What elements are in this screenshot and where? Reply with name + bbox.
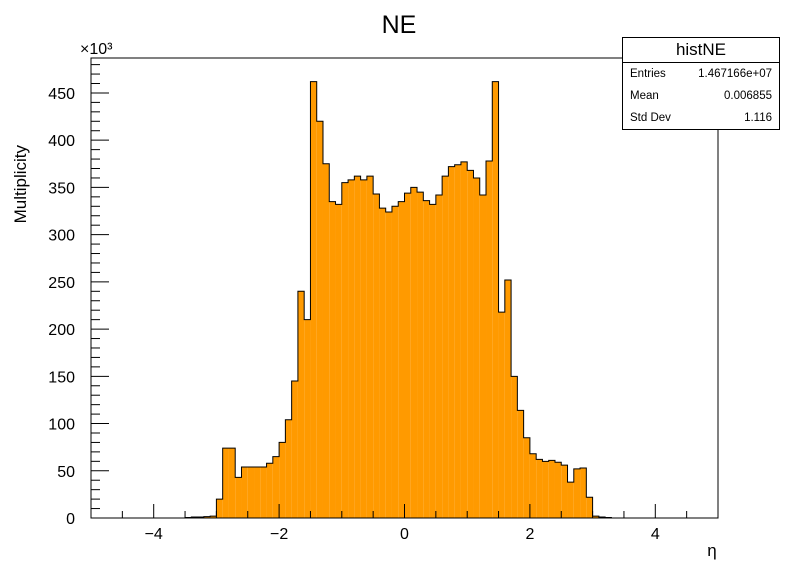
y-tick-label: 250: [48, 275, 75, 292]
histogram-bar: [348, 179, 355, 518]
x-tick-label: 4: [651, 526, 660, 543]
stats-box: histNE Entries 1.467166e+07 Mean 0.00685…: [622, 37, 780, 130]
histogram-outline: [184, 81, 612, 519]
histogram-bar: [586, 497, 593, 518]
stats-value: 0.006855: [724, 90, 772, 102]
histogram-bar: [429, 204, 436, 519]
histogram-bar: [216, 499, 223, 518]
histogram-bar: [417, 192, 424, 518]
stats-title: histNE: [623, 38, 779, 63]
histogram-bar: [435, 194, 443, 518]
histogram-bar: [498, 312, 505, 518]
histogram-bar: [297, 291, 305, 518]
histogram-bar: [241, 466, 248, 518]
histogram-bar: [260, 466, 267, 518]
histogram-bar: [542, 461, 549, 518]
x-tick-label: 2: [525, 526, 534, 543]
histogram-bar: [310, 81, 317, 519]
histogram-bar: [479, 194, 487, 518]
histogram-bar: [398, 201, 405, 519]
y-tick-label: 400: [48, 133, 75, 150]
y-tick-label: 150: [48, 369, 75, 386]
histogram-bar: [222, 448, 229, 518]
histogram-bar: [341, 182, 349, 518]
y-tick-label: 0: [66, 511, 75, 528]
stats-value: 1.116: [744, 112, 772, 124]
x-tick-label: 0: [400, 526, 409, 543]
histogram-bar: [354, 176, 361, 518]
histogram-bar: [272, 456, 280, 518]
histogram-bar: [373, 194, 380, 519]
x-tick-label: −4: [145, 526, 163, 543]
histogram-bar: [567, 482, 574, 518]
stats-label: Entries: [630, 68, 666, 80]
stats-label: Std Dev: [630, 112, 671, 124]
histogram-bar: [580, 467, 587, 518]
histogram-bar: [504, 279, 512, 518]
histogram-bar: [335, 204, 342, 519]
chart-title: NE: [382, 11, 417, 39]
histogram-bar: [460, 161, 468, 519]
histogram-bar: [473, 177, 480, 519]
stats-row-entries: Entries 1.467166e+07: [623, 63, 779, 85]
histogram-bars: [184, 81, 612, 519]
histogram-bar: [391, 206, 399, 518]
y-multiplier-label: ×10³: [80, 41, 113, 58]
y-tick-label: 50: [57, 464, 75, 481]
histogram-bar: [210, 516, 217, 518]
histogram-bar: [536, 459, 543, 518]
stats-value: 1.467166e+07: [698, 68, 772, 80]
y-tick-label: 300: [48, 228, 75, 245]
stats-row-stddev: Std Dev 1.116: [623, 107, 779, 129]
histogram-bar: [304, 319, 311, 518]
histogram-bar: [247, 466, 255, 518]
histogram-bar: [203, 516, 211, 518]
histogram-bar: [548, 460, 555, 518]
histogram-bar: [448, 166, 455, 518]
histogram-bar: [561, 465, 568, 518]
histogram-bar: [266, 463, 273, 518]
histogram-bar: [517, 410, 524, 518]
histogram-bar: [329, 201, 336, 519]
y-tick-label: 200: [48, 322, 75, 339]
histogram-bar: [228, 448, 236, 518]
histogram-bar: [511, 376, 518, 518]
x-axis-label: η: [707, 541, 716, 560]
histogram-bar: [322, 163, 330, 518]
histogram-bar: [454, 164, 461, 518]
histogram-bar: [291, 381, 298, 518]
histogram-bar: [523, 437, 530, 518]
histogram-bar: [573, 468, 581, 518]
histogram-bar: [486, 160, 493, 518]
histogram-bar: [379, 208, 386, 518]
y-tick-label: 100: [48, 417, 75, 434]
histogram-bar: [385, 211, 392, 518]
histogram-bar: [554, 462, 562, 518]
y-tick-label: 350: [48, 180, 75, 197]
histogram-bar: [492, 81, 499, 519]
y-axis-label: Multiplicity: [11, 145, 30, 224]
histogram-bar: [360, 179, 367, 518]
histogram-bar: [410, 187, 418, 518]
histogram-bar: [235, 477, 242, 518]
histogram-bar: [279, 442, 286, 518]
stats-row-mean: Mean 0.006855: [623, 85, 779, 107]
x-tick-label: −2: [270, 526, 288, 543]
histogram-bar: [423, 200, 430, 518]
histogram-bar: [442, 176, 449, 518]
histogram-bar: [592, 516, 599, 518]
stats-label: Mean: [630, 90, 659, 102]
histogram-bar: [529, 453, 537, 518]
histogram-bar: [366, 176, 374, 518]
y-tick-label: 450: [48, 86, 75, 103]
histogram-bar: [285, 419, 292, 518]
histogram-bar: [404, 193, 411, 518]
histogram-bar: [254, 466, 261, 518]
axis-ticks: −4 −2 0 2 4 0 50 100 150 200 250 300 350 400 450: [48, 64, 688, 543]
plot-frame: [90, 57, 719, 519]
histogram-bar: [467, 170, 474, 518]
histogram-bar: [316, 121, 323, 518]
